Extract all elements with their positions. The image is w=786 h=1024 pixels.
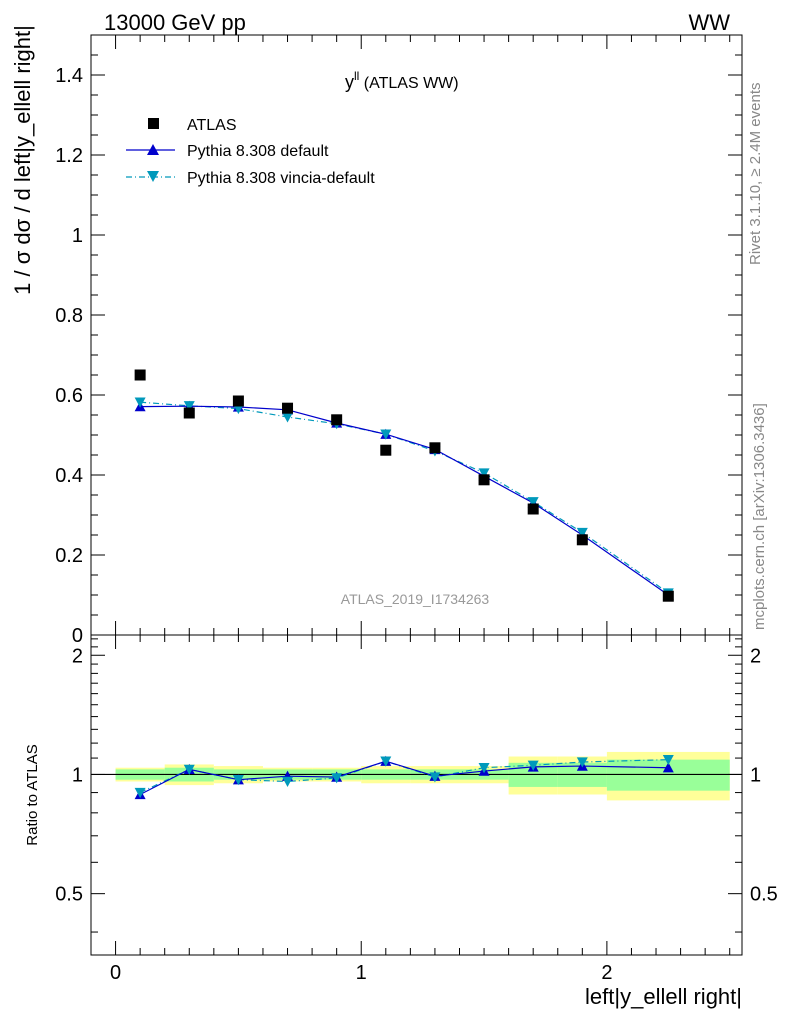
atlas-data-point <box>232 395 244 407</box>
ratio-vincia-marker <box>429 772 441 783</box>
ratio-vincia-marker <box>282 776 294 787</box>
ratio-vincia-marker <box>662 754 674 766</box>
main-y-tick-label: 1 <box>72 225 83 247</box>
main-y-tick-label: 0.2 <box>55 545 83 567</box>
rivet-label: Rivet 3.1.10, ≥ 2.4M events <box>747 83 764 266</box>
main-y-ticks: 0 0.2 0.4 0.6 0.8 1 1.2 1.4 <box>55 54 742 647</box>
ratio-y-tick-label: 2 <box>72 645 83 667</box>
ratio-frame <box>90 634 743 956</box>
ratio-curves <box>134 754 674 800</box>
main-panel: 0 0.2 0.4 0.6 0.8 1 1.2 1.4 1 / σ dσ / d left|y… <box>10 25 743 647</box>
main-y-tick-label: 1.4 <box>55 65 83 87</box>
ratio-panel: 0.5 0.5 1 1 2 2 0 1 2 Ratio to ATLAS left|y_ell… <box>24 35 778 1009</box>
atlas-data-point <box>576 534 588 546</box>
main-y-tick-label: 0.6 <box>55 385 83 407</box>
ratio-vincia-marker <box>380 756 392 767</box>
ratio-vincia-marker <box>527 760 539 771</box>
energy-label: 13000 GeV pp <box>104 10 246 35</box>
ratio-vincia-marker <box>331 773 343 784</box>
ratio-y-tick-label-right: 2 <box>750 645 761 667</box>
legend-default-label: Pythia 8.308 default <box>187 143 329 160</box>
ratio-y-tick-label-right: 1 <box>750 764 761 786</box>
plot-title: yll (ATLAS WW) <box>345 69 459 92</box>
analysis-id: ATLAS_2019_I1734263 <box>341 591 490 607</box>
ratio-vincia-marker <box>232 775 244 786</box>
x-tick-label: 1 <box>356 962 367 984</box>
main-y-tick-label: 0.8 <box>55 305 83 327</box>
ratio-vincia-marker <box>134 787 146 799</box>
atlas-data-point <box>478 474 490 486</box>
legend-default-marker <box>147 144 159 155</box>
legend-vincia-marker <box>147 171 159 182</box>
ratio-vincia-marker <box>478 763 490 774</box>
main-curves <box>140 401 669 596</box>
legend: ATLAS Pythia 8.308 default Pythia 8.308 … <box>126 117 375 187</box>
plot-title-rest: (ATLAS WW) <box>359 75 458 92</box>
vincia-marker <box>380 429 392 440</box>
main-y-tick-label: 0.4 <box>55 465 83 487</box>
x-axis-label: left|y_ellell right| <box>585 984 742 1009</box>
vincia-marker <box>576 527 588 539</box>
ratio-y-tick-label: 0.5 <box>55 884 83 906</box>
x-tick-label: 0 <box>110 962 121 984</box>
vincia-marker <box>527 497 539 508</box>
process-label: WW <box>688 10 730 35</box>
main-y-tick-label: 1.2 <box>55 145 83 167</box>
vincia-curve <box>140 401 669 594</box>
main-ylabel: 1 / σ dσ / d left|y_ellell right| <box>10 25 35 295</box>
atlas-data-point <box>134 369 146 381</box>
plot-title-main: y <box>345 72 354 92</box>
main-y-tick-label: 0 <box>72 625 83 647</box>
vincia-marker <box>478 468 490 479</box>
ratio-y-tick-label: 1 <box>72 764 83 786</box>
vincia-marker <box>183 401 195 412</box>
vincia-marker <box>282 412 294 423</box>
legend-atlas-marker <box>148 118 159 129</box>
x-tick-label: 2 <box>601 962 612 984</box>
ratio-default-marker <box>662 762 674 773</box>
vincia-marker <box>134 397 146 408</box>
ratio-y-tick-label-right: 0.5 <box>750 884 778 906</box>
mcplots-label: mcplots.cern.ch [arXiv:1306.3436] <box>751 403 768 630</box>
legend-atlas-label: ATLAS <box>187 117 237 134</box>
legend-vincia-label: Pythia 8.308 vincia-default <box>187 170 375 187</box>
atlas-data-point <box>429 442 441 454</box>
atlas-data-point <box>282 402 294 414</box>
ratio-vincia-marker <box>183 764 195 775</box>
atlas-data-point <box>380 444 392 456</box>
x-ticks: 0 1 2 <box>90 35 731 984</box>
ratio-bands <box>91 751 742 801</box>
default-curve <box>140 405 669 596</box>
atlas-data-point <box>662 590 674 602</box>
ratio-ylabel: Ratio to ATLAS <box>24 744 41 845</box>
atlas-data-point <box>331 414 343 426</box>
main-data-points <box>134 369 674 602</box>
plot-title-sup: ll <box>354 69 359 83</box>
atlas-data-point <box>183 407 195 419</box>
ratio-y-ticks: 0.5 0.5 1 1 2 2 <box>55 638 778 933</box>
ratio-vincia-marker <box>576 757 588 768</box>
atlas-data-point <box>527 503 539 515</box>
